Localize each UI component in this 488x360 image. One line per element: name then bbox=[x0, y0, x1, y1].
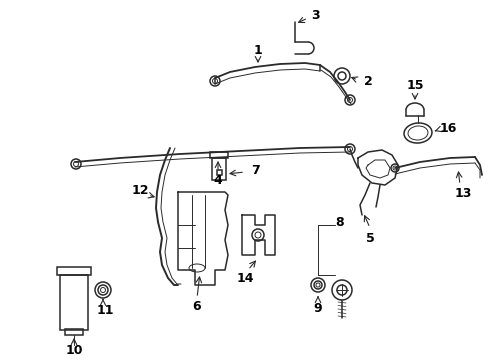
Text: 14: 14 bbox=[236, 271, 253, 284]
Text: 6: 6 bbox=[192, 301, 201, 314]
Bar bbox=[212, 158, 225, 180]
Text: 4: 4 bbox=[213, 174, 222, 186]
Text: 16: 16 bbox=[438, 122, 456, 135]
Text: 2: 2 bbox=[363, 75, 372, 87]
Text: 9: 9 bbox=[313, 302, 322, 315]
Text: 3: 3 bbox=[310, 9, 319, 22]
Text: 5: 5 bbox=[365, 231, 374, 244]
Bar bbox=[217, 170, 222, 175]
Text: 8: 8 bbox=[335, 216, 344, 229]
Text: 10: 10 bbox=[65, 343, 82, 356]
Text: 13: 13 bbox=[453, 186, 471, 199]
Bar bbox=[60, 275, 88, 330]
Text: 7: 7 bbox=[250, 163, 259, 176]
Text: 1: 1 bbox=[253, 44, 262, 57]
Text: 12: 12 bbox=[131, 184, 148, 197]
Bar bbox=[209, 152, 227, 158]
Bar bbox=[57, 267, 91, 275]
Text: 15: 15 bbox=[406, 78, 423, 91]
Bar bbox=[65, 329, 83, 335]
Text: 11: 11 bbox=[96, 303, 114, 316]
